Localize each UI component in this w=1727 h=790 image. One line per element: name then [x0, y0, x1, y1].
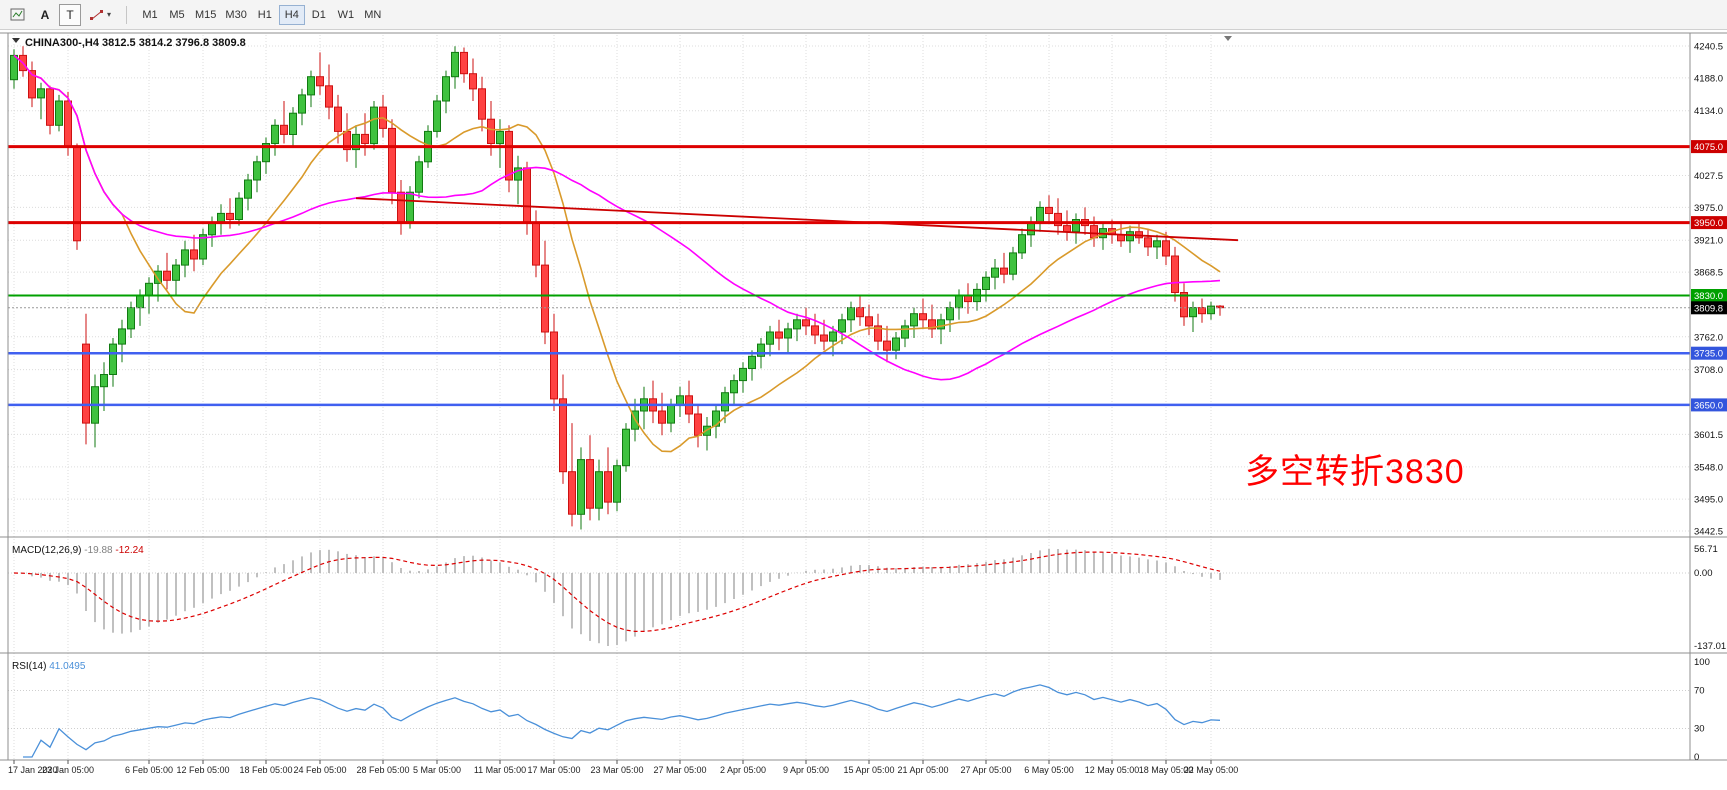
timeframe-button-m15[interactable]: M15 — [195, 8, 217, 21]
svg-text:4240.5: 4240.5 — [1694, 42, 1723, 53]
svg-text:21 Apr 05:00: 21 Apr 05:00 — [897, 765, 948, 775]
svg-text:MACD(12,26,9) -19.88 -12.24: MACD(12,26,9) -19.88 -12.24 — [12, 545, 144, 556]
price-badges: 4075.0 3950.0 3830.0 3735.0 3650.0 3809.8 — [1691, 140, 1727, 412]
timeframe-toolbar: M1 M5 M15 M30 H1 H4 D1 W1 MN — [137, 4, 386, 25]
svg-text:17 Mar 05:00: 17 Mar 05:00 — [527, 765, 580, 775]
toolbar-separator — [126, 5, 128, 24]
macd-panel — [8, 549, 1690, 646]
timeframe-button-d1[interactable]: D1 — [311, 8, 326, 21]
svg-text:CHINA300-,H4 3812.5 3814.2 37: CHINA300-,H4 3812.5 3814.2 3796.8 3809.8 — [25, 37, 246, 49]
svg-text:23 Mar 05:00: 23 Mar 05:00 — [590, 765, 643, 775]
svg-text:22 May 05:00: 22 May 05:00 — [1184, 765, 1239, 775]
chart-shift-marker[interactable] — [1224, 36, 1232, 41]
ma-slow-line — [13, 54, 1221, 381]
svg-text:3950.0: 3950.0 — [1694, 218, 1723, 229]
svg-text:3442.5: 3442.5 — [1694, 527, 1723, 538]
price-axis[interactable]: 4240.5 4188.0 4134.0 4027.5 3975.0 3921.0 3868… — [1694, 42, 1723, 538]
timeframe-button-mn[interactable]: MN — [364, 8, 382, 21]
svg-text:-137.01: -137.01 — [1694, 641, 1726, 652]
panel-titles: CHINA300-,H4 3812.5 3814.2 3796.8 3809.8… — [12, 37, 246, 672]
svg-text:6 Feb 05:00: 6 Feb 05:00 — [125, 765, 173, 775]
svg-text:56.71: 56.71 — [1694, 544, 1718, 555]
svg-text:27 Mar 05:00: 27 Mar 05:00 — [653, 765, 706, 775]
svg-text:0: 0 — [1694, 752, 1699, 763]
svg-text:6 May 05:00: 6 May 05:00 — [1024, 765, 1074, 775]
svg-text:3548.0: 3548.0 — [1694, 462, 1723, 473]
svg-text:5 Mar 05:00: 5 Mar 05:00 — [413, 765, 461, 775]
svg-text:3735.0: 3735.0 — [1694, 349, 1723, 360]
svg-text:30: 30 — [1694, 724, 1705, 735]
timeframe-button-m1[interactable]: M1 — [142, 8, 158, 21]
svg-text:3809.8: 3809.8 — [1694, 303, 1723, 314]
chevron-down-icon: ▾ — [107, 10, 112, 19]
timeframe-button-m5[interactable]: M5 — [169, 8, 185, 21]
svg-text:11 Mar 05:00: 11 Mar 05:00 — [474, 765, 526, 775]
chart-list-button[interactable] — [5, 4, 31, 26]
svg-text:4027.5: 4027.5 — [1694, 171, 1723, 182]
chart-grid — [8, 35, 1690, 760]
timeframe-button-h4[interactable]: H4 — [278, 4, 305, 25]
rsi-panel — [8, 684, 1690, 758]
svg-text:70: 70 — [1694, 686, 1705, 697]
svg-text:RSI(14) 41.0495: RSI(14) 41.0495 — [12, 661, 86, 672]
trendline-tool-icon — [90, 9, 103, 20]
svg-text:3921.0: 3921.0 — [1694, 236, 1723, 247]
svg-text:9 Apr 05:00: 9 Apr 05:00 — [783, 765, 829, 775]
svg-text:3830.0: 3830.0 — [1694, 291, 1723, 302]
indicator-axes[interactable]: 56.71 0.00 -137.01 100 70 30 0 — [1694, 544, 1726, 763]
svg-text:3868.5: 3868.5 — [1694, 268, 1723, 279]
svg-text:12 Feb 05:00: 12 Feb 05:00 — [176, 765, 229, 775]
cursor-tool-button[interactable]: A — [40, 7, 50, 22]
chart-annotation-text: 多空转折3830 — [1245, 453, 1465, 491]
svg-text:27 Apr 05:00: 27 Apr 05:00 — [960, 765, 1011, 775]
svg-text:18 Feb 05:00: 18 Feb 05:00 — [239, 765, 292, 775]
svg-text:2 Apr 05:00: 2 Apr 05:00 — [720, 765, 766, 775]
svg-text:3975.0: 3975.0 — [1694, 203, 1723, 214]
svg-text:23 Jan 05:00: 23 Jan 05:00 — [42, 765, 94, 775]
svg-text:15 Apr 05:00: 15 Apr 05:00 — [843, 765, 894, 775]
collapse-arrow-icon — [12, 38, 20, 43]
svg-text:18 May 05:00: 18 May 05:00 — [1139, 765, 1194, 775]
horizontal-line-objects[interactable] — [8, 145, 1690, 407]
svg-text:24 Feb 05:00: 24 Feb 05:00 — [293, 765, 346, 775]
svg-text:17 Jan 2020: 17 Jan 2020 — [8, 765, 58, 775]
svg-text:4188.0: 4188.0 — [1694, 73, 1723, 84]
candlestick-series — [10, 46, 1224, 530]
timeframe-button-m30[interactable]: M30 — [225, 8, 247, 21]
ma-fast-line — [13, 54, 1221, 453]
timeframe-button-w1[interactable]: W1 — [337, 8, 355, 21]
shapes-dropdown-button[interactable]: ▾ — [84, 4, 116, 26]
svg-text:12 May 05:00: 12 May 05:00 — [1085, 765, 1140, 775]
svg-text:3708.0: 3708.0 — [1694, 365, 1723, 376]
svg-text:4075.0: 4075.0 — [1694, 142, 1723, 153]
chart-icon — [10, 8, 25, 20]
svg-text:0.00: 0.00 — [1694, 568, 1713, 579]
svg-text:3650.0: 3650.0 — [1694, 400, 1723, 411]
svg-text:4134.0: 4134.0 — [1694, 106, 1723, 117]
svg-text:100: 100 — [1694, 657, 1710, 668]
svg-text:3601.5: 3601.5 — [1694, 430, 1723, 441]
trendline-object[interactable] — [355, 197, 1239, 242]
chart-toolbar: A T ▾ M1 M5 M15 M30 H1 H4 D1 W1 MN — [0, 0, 1727, 30]
timeframe-button-h1[interactable]: H1 — [257, 8, 272, 21]
svg-text:28 Feb 05:00: 28 Feb 05:00 — [356, 765, 409, 775]
text-tool-button[interactable]: T — [59, 3, 81, 26]
svg-text:3495.0: 3495.0 — [1694, 495, 1723, 506]
panel-borders — [0, 32, 1727, 761]
svg-text:3762.0: 3762.0 — [1694, 332, 1723, 343]
